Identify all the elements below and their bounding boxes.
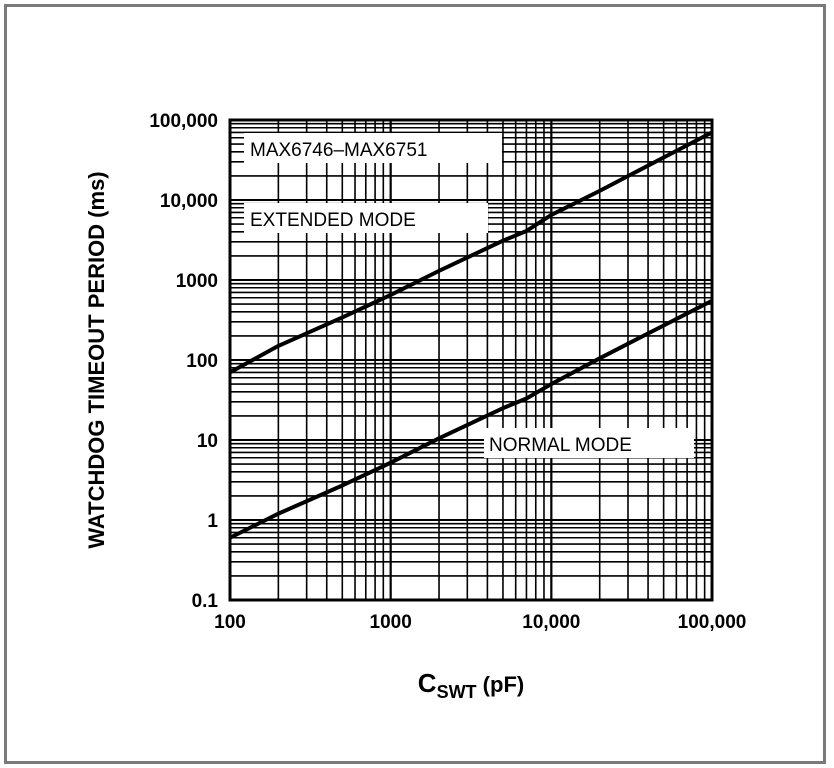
plot-area-border: [228, 118, 714, 602]
x-axis-title-subscript: SWT: [437, 682, 477, 702]
x-tick-label: 100,000: [678, 612, 747, 633]
annotation-part-number: MAX6746–MAX6751: [244, 133, 502, 163]
annotation-extended-mode-text: EXTENDED MODE: [250, 210, 416, 231]
series-lines: [229, 130, 713, 540]
y-tick-label: 100: [186, 351, 218, 372]
x-axis-title: CSWT (pF): [418, 668, 524, 702]
y-tick-label: 0.1: [192, 591, 219, 612]
x-tick-label: 1000: [370, 612, 412, 633]
x-tick-labels: 100 1000 10,000 100,000: [214, 612, 746, 633]
y-tick-labels: 0.1 1 10 100 1000 10,000 100,000: [149, 111, 218, 612]
y-tick-label: 100,000: [149, 111, 218, 132]
x-axis-title-main: C: [418, 668, 437, 698]
annotation-part-number-text: MAX6746–MAX6751: [250, 140, 427, 161]
grid: [229, 119, 713, 601]
annotation-normal-mode-text: NORMAL MODE: [489, 435, 632, 456]
y-tick-label: 10,000: [160, 191, 218, 212]
series-line-0: [229, 130, 713, 375]
x-axis-title-unit: (pF): [477, 672, 525, 697]
y-tick-label: 1000: [176, 271, 218, 292]
annotation-extended-mode: EXTENDED MODE: [244, 203, 488, 233]
series-line-1: [229, 298, 713, 540]
y-tick-label: 10: [197, 431, 218, 452]
y-tick-label: 1: [207, 511, 218, 532]
x-tick-label: 100: [214, 612, 246, 633]
annotation-normal-mode: NORMAL MODE: [484, 428, 694, 458]
x-tick-label: 10,000: [522, 612, 580, 633]
y-axis-title: WATCHDOG TIMEOUT PERIOD (ms): [84, 171, 109, 548]
